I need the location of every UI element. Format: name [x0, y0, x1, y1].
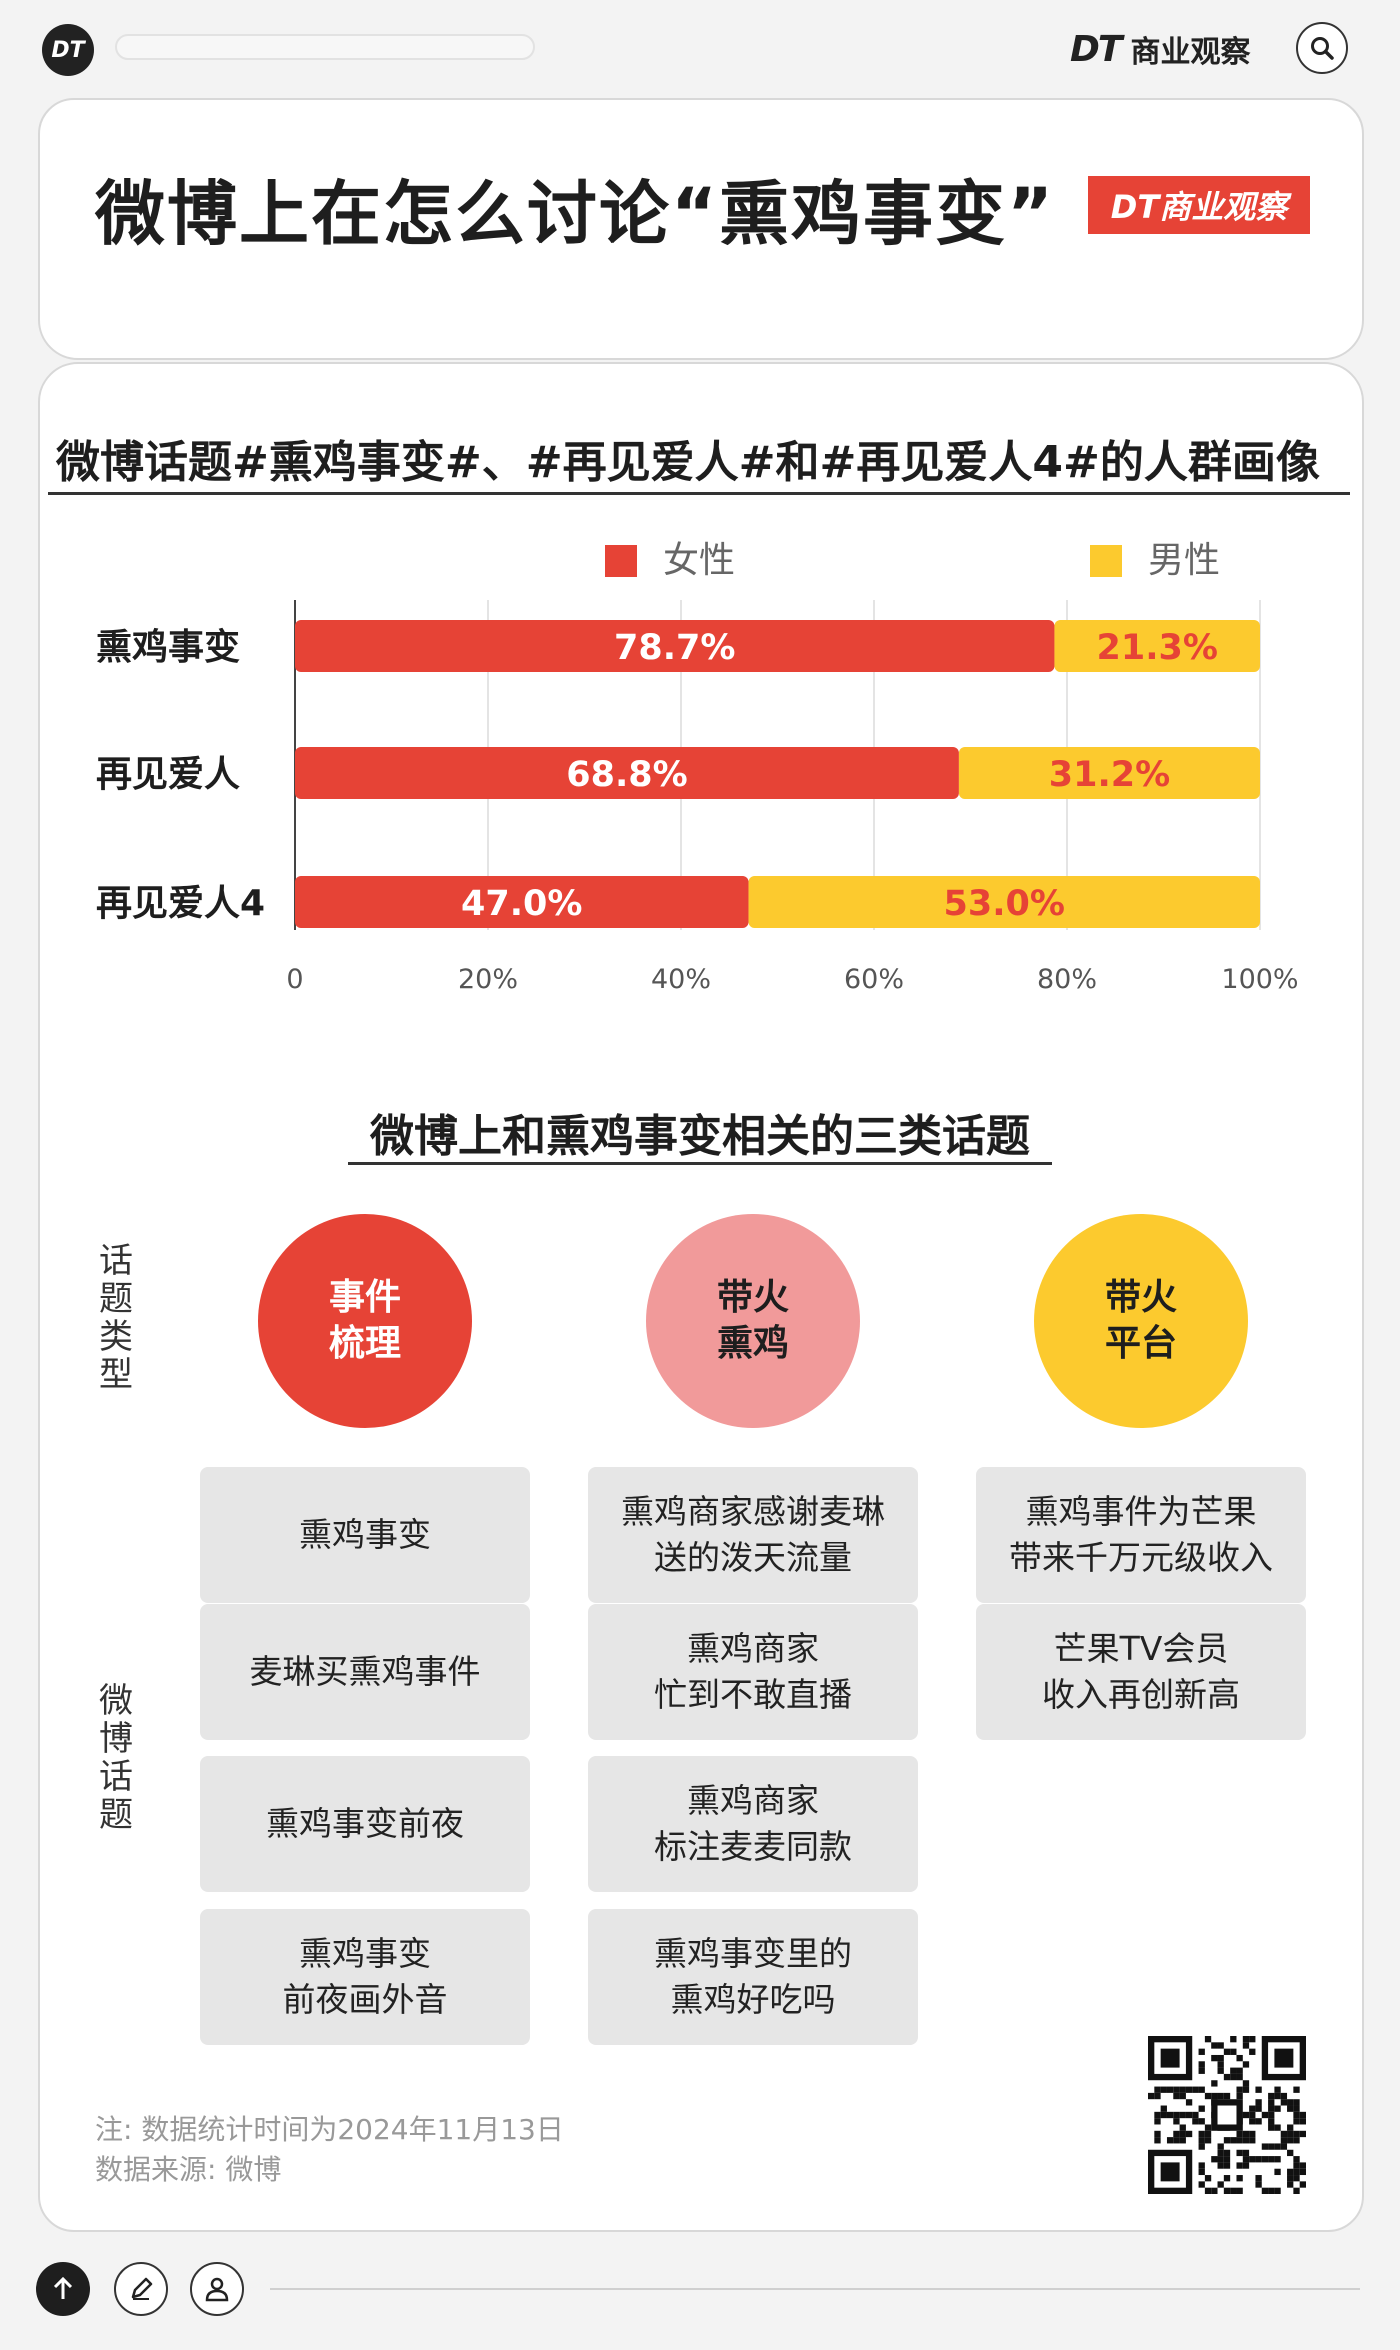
topics-underline	[348, 1162, 1052, 1165]
topics-title: 微博上和熏鸡事变相关的三类话题	[370, 1111, 1030, 1162]
topic-type-circle: 事件 梳理	[258, 1214, 472, 1428]
legend-swatch-0	[605, 545, 637, 577]
brand-dt: DT	[1070, 28, 1122, 70]
progress-bar	[115, 34, 535, 60]
bar-male	[748, 876, 1260, 928]
category-label: 再见爱人4	[96, 883, 265, 924]
x-tick-label: 80%	[1037, 964, 1097, 995]
note-text: 注: 数据统计时间为2024年11月13日	[95, 2113, 564, 2146]
topic-tile: 熏鸡商家 忙到不敢直播	[588, 1604, 918, 1740]
x-tick-label: 40%	[651, 964, 711, 995]
data-label: 78.7%	[614, 628, 735, 668]
data-label: 31.2%	[1049, 755, 1170, 795]
profile-button[interactable]	[190, 2262, 244, 2316]
topic-type-label: 话题类型	[99, 1241, 133, 1395]
source-text: 数据来源: 微博	[95, 2153, 282, 2186]
qr-code	[1148, 2036, 1306, 2194]
data-label: 21.3%	[1097, 628, 1218, 668]
bar-male	[958, 747, 1260, 799]
topic-tile: 麦琳买熏鸡事件	[200, 1604, 530, 1740]
x-tick-label: 100%	[1221, 964, 1298, 995]
search-icon	[1311, 37, 1334, 60]
search-button[interactable]	[1296, 22, 1348, 74]
app-logo[interactable]: DT	[42, 24, 94, 76]
x-tick-label: 60%	[844, 964, 904, 995]
topic-tile: 芒果TV会员 收入再创新高	[976, 1604, 1306, 1740]
chart-title: 微博话题#熏鸡事变#、#再见爱人#和#再见爱人4#的人群画像	[56, 437, 1320, 488]
bar-female	[295, 876, 749, 928]
title-underline	[48, 492, 1350, 495]
topic-tile: 熏鸡事变里的 熏鸡好吃吗	[588, 1909, 918, 2045]
brand-name: 商业观察	[1130, 35, 1251, 70]
user-icon	[205, 2277, 229, 2302]
data-label: 47.0%	[461, 884, 582, 924]
toolbar-divider	[270, 2288, 1360, 2290]
x-tick-label: 20%	[458, 964, 518, 995]
category-label: 熏鸡事变	[96, 626, 240, 668]
topic-tile: 熏鸡商家 标注麦麦同款	[588, 1756, 918, 1892]
upload-button[interactable]	[36, 2262, 90, 2316]
legend-label-0: 女性	[663, 540, 735, 581]
bar-female	[295, 620, 1055, 672]
bar-male	[1054, 620, 1260, 672]
topic-tile: 熏鸡事变前夜	[200, 1756, 530, 1892]
topic-tile: 熏鸡商家感谢麦琳 送的泼天流量	[588, 1467, 918, 1603]
topic-tile: 熏鸡事件为芒果 带来千万元级收入	[976, 1467, 1306, 1603]
x-tick-label: 0	[286, 964, 303, 995]
top-bar: DT DT 商业观察	[0, 0, 1400, 95]
legend-swatch-1	[1090, 545, 1122, 577]
bar-female	[295, 747, 959, 799]
topic-type-circle: 带火 平台	[1034, 1214, 1248, 1428]
brand-badge: DT商业观察	[1088, 176, 1310, 234]
page-title: 微博上在怎么讨论“熏鸡事变”	[95, 173, 1056, 255]
data-label: 53.0%	[944, 884, 1065, 924]
edit-button[interactable]	[114, 2262, 168, 2316]
weibo-topic-label: 微博话题	[99, 1681, 133, 1835]
pencil-icon	[131, 2277, 153, 2300]
data-label: 68.8%	[566, 755, 687, 795]
brand-title: DT 商业观察	[1070, 28, 1251, 71]
topic-tile: 熏鸡事变 前夜画外音	[200, 1909, 530, 2045]
topic-type-circle: 带火 熏鸡	[646, 1214, 860, 1428]
legend-label-1: 男性	[1148, 540, 1220, 581]
category-label: 再见爱人	[96, 754, 240, 795]
topic-tile: 熏鸡事变	[200, 1467, 530, 1603]
arrow-up-icon	[53, 2276, 73, 2299]
